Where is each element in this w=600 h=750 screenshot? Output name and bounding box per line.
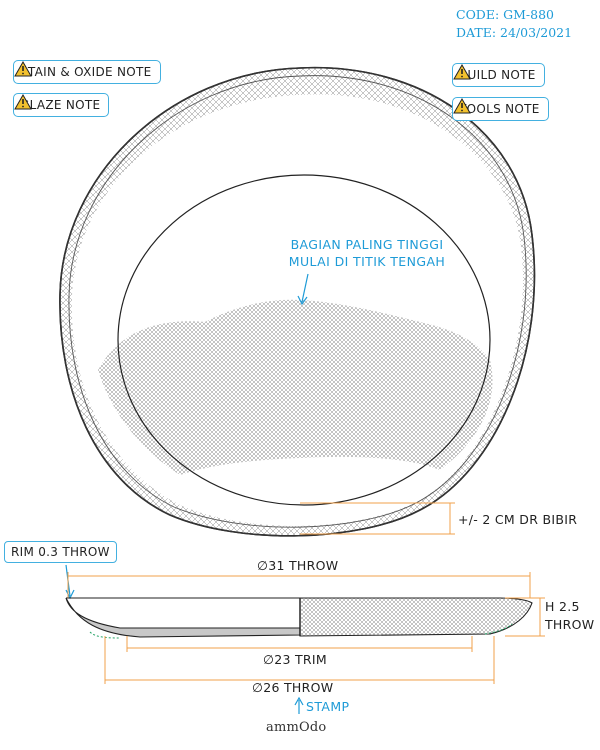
build-note-button[interactable]: BUILD NOTE [452,63,545,87]
tools-note-label: TOOLS NOTE [459,102,540,116]
glaze-note-label: GLAZE NOTE [20,98,101,112]
rim-thickness-label: RIM 0.3 THROW [4,541,117,563]
trim-diameter-label: ∅23 TRIM [263,652,327,667]
callout-line-1: BAGIAN PALING TINGGI [290,237,444,252]
stain-oxide-note-label: STAIN & OXIDE NOTE [20,65,152,79]
edge-offset-dimension [300,502,455,535]
plate-side-view [65,564,545,714]
build-note-label: BUILD NOTE [459,68,536,82]
height-line-2: THROW [545,617,595,632]
callout-arrow [297,273,309,306]
drawing-meta: CODE: GM-880 DATE: 24/03/2021 [456,6,572,42]
rim-thickness-text: RIM 0.3 THROW [11,545,110,559]
date-label: DATE: 24/03/2021 [456,25,573,40]
warning-icon [14,94,32,110]
warning-icon [14,61,32,77]
callout-line-2: MULAI DI TITIK TENGAH [288,254,446,269]
glaze-note-button[interactable]: GLAZE NOTE [13,93,110,117]
outer-diameter-label: ∅31 THROW [257,558,339,573]
plate-top-view [59,66,536,537]
stain-oxide-note-button[interactable]: STAIN & OXIDE NOTE [13,60,161,84]
highest-point-callout: BAGIAN PALING TINGGI MULAI DI TITIK TENG… [272,236,462,270]
warning-icon [453,98,471,114]
edge-offset-label: +/- 2 CM DR BIBIR [458,512,578,527]
height-label: H 2.5 THROW [545,598,594,634]
height-line-1: H 2.5 [545,599,580,614]
tools-note-button[interactable]: TOOLS NOTE [452,97,549,121]
base-diameter-label: ∅26 THROW [252,680,334,695]
stamp-label: STAMP [306,699,350,714]
brand-logo: ammOdo [266,720,327,735]
code-label: CODE: GM-880 [456,7,555,22]
warning-icon [453,64,471,80]
